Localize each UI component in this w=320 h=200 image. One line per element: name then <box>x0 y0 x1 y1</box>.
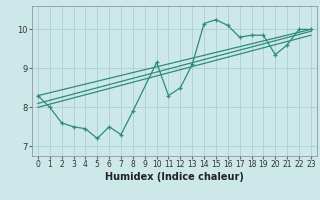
X-axis label: Humidex (Indice chaleur): Humidex (Indice chaleur) <box>105 172 244 182</box>
